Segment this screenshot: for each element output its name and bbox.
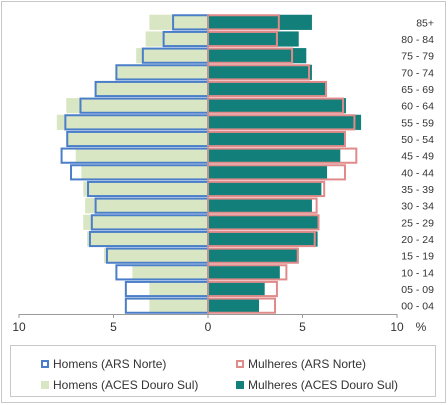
x-tick-label: 10 (12, 320, 26, 334)
legend-label: Homens (ARS Norte) (53, 357, 167, 371)
female-bar-aces (208, 181, 322, 197)
female-bar-aces (208, 231, 318, 247)
male-bar-aces (75, 148, 208, 164)
male-bar-aces (56, 114, 208, 130)
category-label: 00 - 04 (401, 301, 434, 313)
female-bar-aces (208, 81, 326, 97)
female-bar-aces (208, 31, 299, 47)
male-bar-aces (136, 48, 208, 64)
female-bar-aces (208, 214, 318, 230)
male-bar-aces (149, 298, 208, 314)
male-bar-aces (83, 181, 208, 197)
female-bar-aces (208, 14, 312, 30)
male-bar-aces (104, 248, 208, 264)
male-bar-aces (145, 31, 208, 47)
female-bar-aces (208, 164, 328, 180)
female-bar-aces (208, 131, 345, 147)
category-label: 30 - 34 (401, 201, 434, 213)
male-bar-aces (87, 231, 208, 247)
male-bar-aces (149, 14, 208, 30)
category-labels: 00 - 04 05 - 09 10 - 14 15 - 19 20 - 24 25 - … (401, 17, 434, 312)
male-bar-aces (149, 281, 208, 297)
category-label: 85+ (416, 17, 434, 29)
legend-swatch (236, 360, 244, 368)
legend-label: Homens (ACES Douro Sul) (53, 378, 199, 392)
x-tick-label: 5 (110, 320, 117, 334)
female-bar-aces (208, 98, 346, 114)
category-label: 65 - 69 (401, 84, 434, 96)
category-label: 50 - 54 (401, 134, 434, 146)
male-bar-aces (117, 64, 208, 80)
category-label: 75 - 79 (401, 51, 434, 63)
category-label: 45 - 49 (401, 151, 434, 163)
male-bar-aces (81, 164, 208, 180)
category-label: 15 - 19 (401, 251, 434, 263)
fill-bars-group (56, 14, 362, 314)
female-bar-aces (208, 148, 341, 164)
female-bar-aces (208, 264, 280, 280)
female-bar-aces (208, 281, 265, 297)
category-label: 35 - 39 (401, 184, 434, 196)
x-tick-label: 10 (390, 320, 404, 334)
male-bar-aces (83, 214, 208, 230)
female-bar-aces (208, 64, 312, 80)
male-bar-aces (66, 98, 208, 114)
legend-swatch (41, 360, 49, 368)
male-bar-aces (85, 198, 208, 214)
x-tick-labels: 10 5 0 5 10 (12, 314, 404, 334)
male-bar-aces (94, 81, 208, 97)
female-bar-aces (208, 248, 299, 264)
x-tick-label: 5 (299, 320, 306, 334)
x-tick-label: 0 (205, 320, 212, 334)
legend-swatch (41, 381, 49, 389)
legend-swatch (236, 381, 244, 389)
category-label: 60 - 64 (401, 101, 434, 113)
legend-label: Mulheres (ACES Douro Sul) (248, 378, 399, 392)
category-label: 55 - 59 (401, 117, 434, 129)
x-axis-unit-label: % (416, 320, 427, 334)
category-label: 10 - 14 (401, 267, 434, 279)
category-label: 20 - 24 (401, 234, 434, 246)
female-bar-aces (208, 298, 260, 314)
female-bar-aces (208, 48, 307, 64)
female-bar-aces (208, 198, 312, 214)
category-label: 70 - 74 (401, 67, 434, 79)
outline-bars-group (60, 14, 358, 314)
category-label: 25 - 29 (401, 217, 434, 229)
male-bar-aces (66, 131, 208, 147)
legend-label: Mulheres (ARS Norte) (248, 357, 367, 371)
legend: Homens (ARS Norte) Mulheres (ARS Norte) … (10, 345, 436, 397)
male-bar-aces (132, 264, 208, 280)
category-label: 05 - 09 (401, 284, 434, 296)
female-bar-aces (208, 114, 362, 130)
category-label: 80 - 84 (401, 34, 434, 46)
category-label: 40 - 44 (401, 167, 434, 179)
